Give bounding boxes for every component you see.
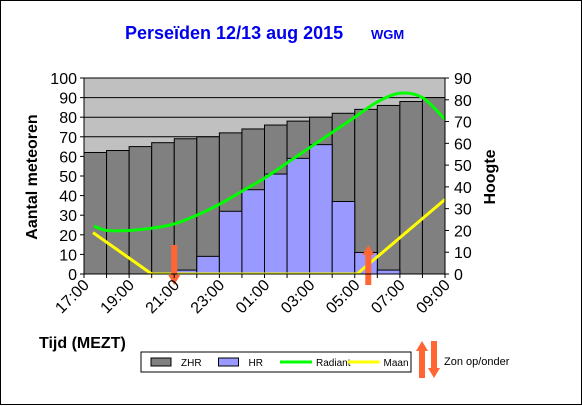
y-tick-label: 90 (59, 91, 77, 108)
y-tick-label: 70 (59, 130, 77, 147)
hr-bar (218, 210, 243, 275)
hr-bar (286, 157, 311, 275)
zhr-bar (421, 97, 446, 275)
y2-tick-label: 0 (454, 267, 463, 284)
y-tick-label: 100 (50, 71, 77, 88)
sunset-arrow-icon (168, 245, 181, 285)
y-tick-label: 20 (59, 228, 77, 245)
y2-tick-label: 80 (454, 93, 472, 110)
zhr-bar (151, 142, 175, 275)
x-tick-label: 01:00 (233, 277, 273, 317)
y2-tick-label: 30 (454, 202, 472, 219)
y-tick-label: 0 (68, 267, 77, 284)
x-tick-label: 03:00 (278, 277, 318, 317)
chart-title: Perseïden 12/13 aug 2015 (125, 23, 343, 43)
hr-bar (264, 173, 288, 275)
legend-label-radiant: Radiant (316, 358, 351, 369)
x-tick-label: 07:00 (368, 277, 408, 317)
legend-box (140, 351, 412, 373)
sunrise-arrow-icon (362, 245, 375, 285)
y2-tick-label: 20 (454, 223, 472, 240)
zhr-bar (128, 146, 153, 275)
hr-bar (196, 255, 220, 275)
sun-legend: Zon op/onder (416, 341, 510, 378)
x-tick-label: 05:00 (323, 277, 363, 317)
radiant-line (93, 91, 445, 233)
y-tick-label: 60 (59, 149, 77, 166)
y-tick-label: 30 (59, 208, 77, 225)
y2-tick-label: 60 (454, 136, 472, 153)
zhr-bar (173, 138, 198, 275)
y2-tick-label: 10 (454, 245, 472, 262)
legend-swatch-zhr (150, 357, 172, 367)
zhr-bar (83, 151, 108, 275)
y2-tick-label: 50 (454, 158, 472, 175)
y-tick-label: 80 (59, 110, 77, 127)
plot-area: 0 10 20 30 40 50 60 70 80 90 100 0 10 20 30 40 50 60 70 80 9… (50, 71, 472, 317)
x-tick-label: 09:00 (413, 277, 453, 317)
chart-subtitle: WGM (371, 27, 404, 42)
sun-legend-label: Zon op/onder (444, 356, 510, 368)
hr-bar (376, 269, 401, 275)
hr-bar (309, 144, 333, 275)
moon-line-set (92, 231, 153, 274)
x-axis-title: Tijd (MEZT) (39, 335, 126, 352)
y-tick-label: 50 (59, 169, 77, 186)
hr-bar (241, 189, 265, 275)
y2-tick-label: 70 (454, 115, 472, 132)
y2-tick-label: 90 (454, 71, 472, 88)
legend-label-maan: Maan (384, 358, 409, 369)
y2-tick-label: 40 (454, 180, 472, 197)
legend-label-zhr: ZHR (181, 358, 202, 369)
legend: ZHR HR Radiant Maan (140, 351, 412, 373)
legend-label-hr: HR (249, 358, 263, 369)
y2-axis-title: Hoogte (482, 149, 499, 204)
y-tick-label: 40 (59, 189, 77, 206)
sun-down-arrow-icon (428, 341, 440, 378)
legend-swatch-hr (218, 357, 239, 367)
moon-line-rise (356, 197, 445, 274)
y-axis-title: Aantal meteoren (24, 114, 41, 239)
zhr-bar (399, 101, 423, 275)
x-tick-label: 21:00 (143, 277, 183, 317)
sun-up-arrow-icon (416, 341, 428, 378)
y-tick-label: 10 (59, 247, 77, 264)
x-tick-label: 19:00 (98, 277, 138, 317)
hr-bar (331, 200, 356, 275)
x-tick-label: 23:00 (188, 277, 228, 317)
